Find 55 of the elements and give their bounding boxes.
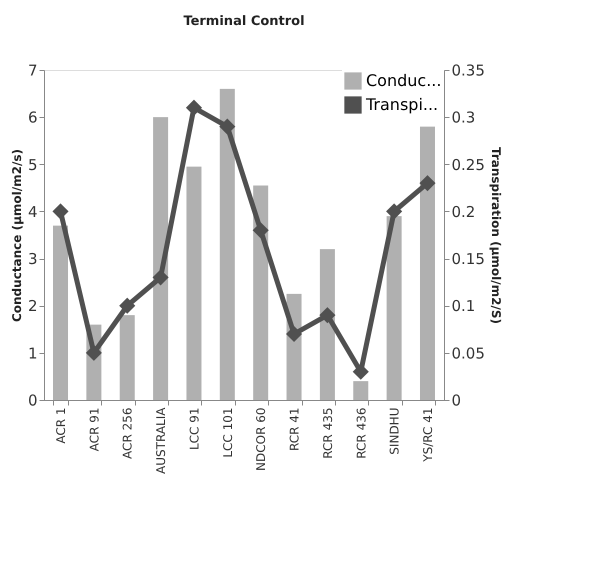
bar xyxy=(353,381,368,400)
x-tick-label: RCR 435 xyxy=(320,408,335,459)
y2-tick-label: 0.35 xyxy=(452,62,485,80)
x-tick-label: ACR 91 xyxy=(87,408,102,452)
x-tick-label: LCC 91 xyxy=(187,408,202,450)
y-tick-label: 0 xyxy=(28,392,38,410)
point xyxy=(386,203,402,220)
legend-label: Conduc... xyxy=(366,71,442,90)
point xyxy=(152,269,169,286)
x-tick-label: ACR 1 xyxy=(54,408,68,444)
chart-title: Terminal Control xyxy=(183,14,305,29)
point xyxy=(319,307,336,324)
y2-axis-title: Transpiration (µmol/m2/S) xyxy=(488,146,503,324)
y-axis-title: Conductance (µmol/m2/s) xyxy=(10,148,24,322)
y-tick-label: 4 xyxy=(28,202,38,221)
point xyxy=(119,298,136,314)
x-tick-label: AUSTRALIA xyxy=(154,406,168,474)
bar xyxy=(420,126,435,400)
y2-tick-label: 0 xyxy=(452,392,462,410)
y-tick-label: 1 xyxy=(28,344,38,362)
point xyxy=(219,118,236,135)
point xyxy=(352,364,369,380)
point xyxy=(186,100,202,116)
point xyxy=(52,203,69,220)
point xyxy=(252,222,269,238)
y-tick-label: 5 xyxy=(28,156,38,174)
x-tick-label: RCR 41 xyxy=(288,408,302,452)
y2-tick-label: 0.2 xyxy=(452,202,476,221)
point xyxy=(286,326,302,342)
bar xyxy=(153,117,168,400)
x-tick-label: RCR 436 xyxy=(354,408,368,459)
y-tick-label: 3 xyxy=(28,250,38,268)
x-tick-label: SINDHU xyxy=(388,408,402,455)
point xyxy=(419,175,436,192)
bar xyxy=(53,226,68,400)
y2-tick-label: 0.1 xyxy=(452,297,476,316)
bar xyxy=(253,186,268,400)
y-tick-label: 6 xyxy=(28,108,38,127)
point xyxy=(86,344,102,361)
x-tick-label: NDCOR 60 xyxy=(254,408,268,471)
bar xyxy=(320,249,335,400)
y2-tick-label: 0.05 xyxy=(452,344,485,362)
bar xyxy=(386,216,402,400)
y-tick-label: 7 xyxy=(28,62,38,80)
y2-tick-label: 0.3 xyxy=(452,108,476,127)
y2-tick-label: 0.15 xyxy=(452,250,485,268)
bar xyxy=(220,88,235,400)
y2-tick-label: 0.25 xyxy=(452,156,485,174)
x-tick-label: ACR 256 xyxy=(120,408,135,459)
y-tick-label: 2 xyxy=(28,297,38,316)
bar xyxy=(186,166,202,400)
x-tick-label: LCC 101 xyxy=(220,408,235,458)
bar xyxy=(120,315,135,400)
x-tick-label: YS/RC 41 xyxy=(420,408,435,463)
legend-label: Transpi... xyxy=(365,95,438,114)
